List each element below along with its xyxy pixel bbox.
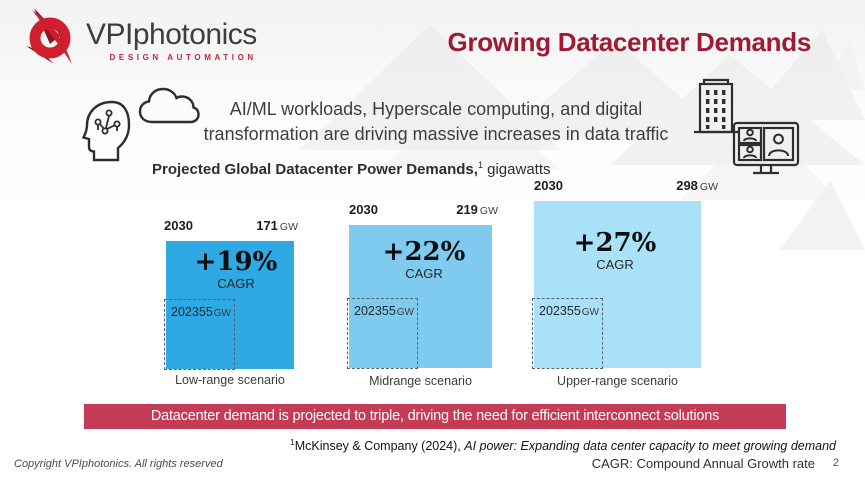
vpiphotonics-logo-icon (26, 8, 72, 64)
chart-title-unit: gigawatts (482, 161, 551, 178)
scenario1-base-year: 2023 (171, 305, 199, 319)
scenario2-base-value: 55 (381, 304, 396, 318)
intro-text-line2: transformation are driving massive incre… (203, 123, 669, 144)
scenario1-cagr: +19% CAGR (180, 249, 292, 291)
scenario2-unit: GW (479, 205, 498, 217)
chart-title-footnote-marker: 1 (477, 160, 483, 170)
footnote-marker: 1 (290, 438, 295, 447)
scenario3-value: 298 (676, 178, 698, 193)
source-footnote: 1McKinsey & Company (2024), AI power: Ex… (290, 438, 836, 453)
scenario1-cagr-percent: +19% (194, 247, 278, 277)
scenario1-value: 171 (256, 218, 278, 233)
scenario2-2030-square: +22% CAGR 2023 55GW (347, 225, 492, 369)
office-building-icon (694, 78, 738, 134)
ai-brain-head-icon (82, 100, 131, 162)
footnote-source: McKinsey & Company (2024), (294, 439, 465, 454)
scenario3-top-labels: 2030 298 GW (534, 178, 718, 193)
scenario3-base-unit: GW (581, 307, 599, 318)
scenario3-year-2030: 2030 (534, 178, 563, 193)
video-call-monitor-icon (732, 121, 800, 175)
scenario2-cagr-percent: +22% (382, 237, 466, 267)
scenario2-label: Midrange scenario (369, 374, 472, 388)
intro-text: AI/ML workloads, Hyperscale computing, a… (192, 97, 680, 147)
scenario1-year-2030: 2030 (164, 218, 193, 233)
scenario1-base-unit: GW (213, 308, 231, 319)
scenario3-base-year: 2023 (539, 304, 567, 318)
chart-title-bold: Projected Global Datacenter Power Demand… (152, 161, 478, 178)
chart-title: Projected Global Datacenter Power Demand… (152, 160, 551, 178)
logo-brand-text: VPIphotonics (86, 18, 257, 51)
scenario3-2030-square: +27% CAGR 2023 55GW (532, 201, 701, 369)
scenario3-unit: GW (699, 181, 718, 193)
scenario1-cagr-label: CAGR (217, 276, 255, 291)
scenario3-cagr: +27% CAGR (551, 230, 679, 272)
page-title: Growing Datacenter Demands (447, 27, 811, 57)
scenario1-2030-square: +19% CAGR 2023 55GW (164, 241, 294, 370)
logo-tagline-text: DESIGN AUTOMATION (109, 53, 257, 62)
scenario1-unit: GW (279, 221, 298, 233)
scenario3-base-value: 55 (566, 304, 581, 318)
scenario1-label: Low-range scenario (175, 373, 285, 387)
scenario2-cagr: +22% CAGR (364, 239, 484, 281)
vpiphotonics-logo: VPIphotonics DESIGN AUTOMATION (20, 6, 257, 72)
scenario2-base-year: 2023 (354, 304, 382, 318)
scenario2-value: 219 (456, 202, 478, 217)
scenario2-year-2030: 2030 (349, 202, 378, 217)
scenario2-2023-base-square: 2023 55GW (347, 298, 418, 369)
scenario1-top-labels: 2030 171 GW (164, 218, 298, 233)
scenario1-2023-base-square: 2023 55GW (164, 299, 235, 370)
copyright-notice: Copyright VPIphotonics. All rights reser… (14, 458, 223, 470)
scenario3-label: Upper-range scenario (557, 374, 678, 388)
scenario2-top-labels: 2030 219 GW (349, 202, 498, 217)
scenario2-base-unit: GW (396, 307, 414, 318)
intro-text-line1: AI/ML workloads, Hyperscale computing, a… (229, 99, 643, 119)
scenario1-base-value: 55 (198, 305, 213, 319)
footnote-source-title: AI power: Expanding data center capacity… (464, 439, 836, 454)
scenario2-cagr-label: CAGR (405, 266, 443, 281)
scenario3-2023-base-square: 2023 55GW (532, 298, 603, 369)
scenario3-cagr-percent: +27% (573, 228, 657, 258)
page-number: 2 (832, 457, 839, 469)
cagr-definition: CAGR: Compound Annual Growth rate (591, 456, 815, 471)
cloud-icon (138, 87, 200, 124)
scenario3-cagr-label: CAGR (596, 257, 634, 272)
key-message-banner: Datacenter demand is projected to triple… (84, 404, 786, 429)
